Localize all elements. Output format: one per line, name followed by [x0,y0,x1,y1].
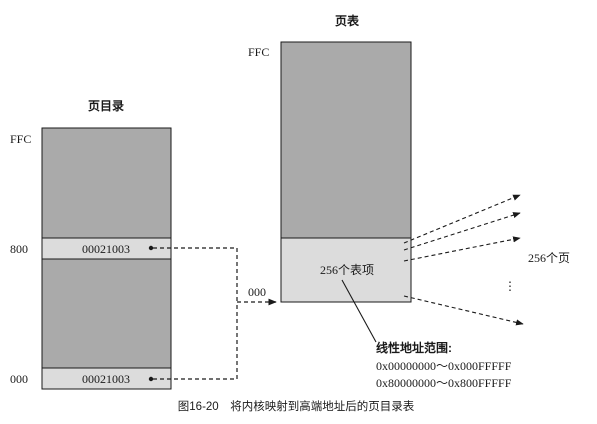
range-leader-line [341,279,377,343]
page-table-entries-label: 256个表项 [320,263,374,277]
range-line-1: 0x00000000～0x000FFFFF [376,359,512,373]
page-directory-label-800: 800 [10,242,28,256]
entry-000-pointer-dot [148,376,154,382]
entry-800-pointer-dot [148,245,154,251]
page-directory-entry-800-value: 00021003 [82,242,130,256]
pages-ellipsis: ⋮ [504,279,516,293]
page-table-entries-block [280,237,412,303]
entry-800-connector [153,247,238,302]
page-arrow-2 [403,212,521,251]
entry-000-connector [153,298,277,380]
page-directory-label-ffc: FFC [10,132,31,146]
page-arrow-3 [403,236,521,262]
pages-label: 256个页 [528,251,570,265]
page-directory-title: 页目录 [88,99,124,113]
page-table-label-000: 000 [248,285,266,299]
page-table-title: 页表 [335,13,360,28]
range-title: 线性地址范围: [376,340,452,355]
page-directory-label-000: 000 [10,372,28,386]
figure-caption: 图16-20 将内核映射到高端地址后的页目录表 [178,399,415,413]
page-table-label-ffc: FFC [248,45,269,59]
page-arrow-1 [403,194,521,244]
page-arrow-4 [403,295,524,326]
range-line-2: 0x80000000～0x800FFFFF [376,376,512,390]
page-directory-entry-000-value: 00021003 [82,372,130,386]
